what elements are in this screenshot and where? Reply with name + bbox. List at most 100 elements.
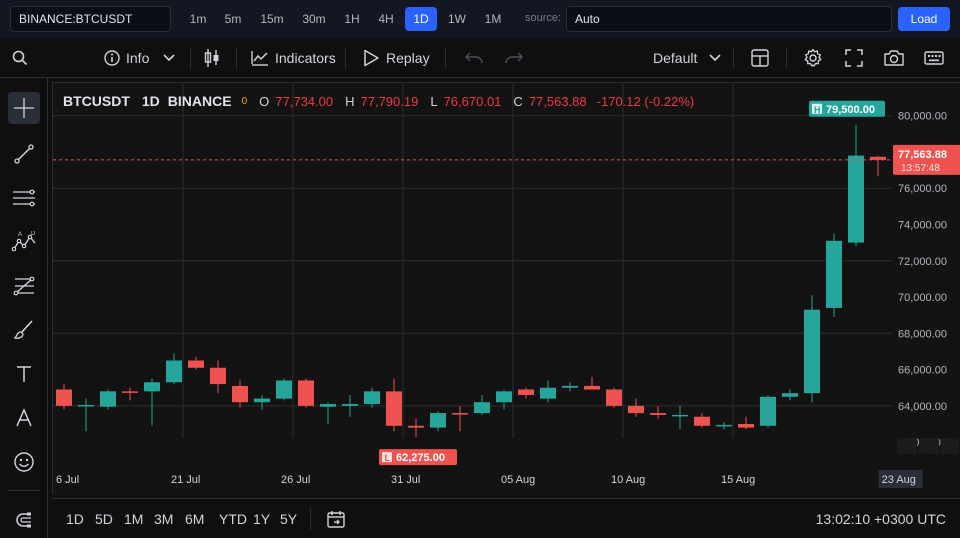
candle-body [804, 309, 820, 394]
layout-selector[interactable]: Default [653, 38, 721, 78]
candle-body [562, 385, 578, 388]
y-tick-label: 68,000.00 [898, 328, 947, 340]
toolbar-divider [786, 47, 787, 69]
low-marker [379, 449, 457, 466]
interval-15m[interactable]: 15m [260, 12, 284, 26]
brush-icon[interactable] [8, 314, 40, 346]
interval-30m[interactable]: 30m [302, 12, 326, 26]
candle-body [210, 367, 226, 385]
candle-body [408, 425, 424, 428]
candle-body [474, 402, 490, 414]
layout-grid-icon[interactable] [751, 38, 769, 78]
text-tool-icon[interactable] [8, 358, 40, 390]
svg-text:D: D [31, 231, 36, 237]
low-marker-tag: L [385, 453, 391, 463]
fullscreen-icon[interactable] [845, 38, 863, 78]
low-marker-value: 62,275.00 [396, 452, 445, 464]
y-tick-label: 72,000.00 [898, 256, 947, 268]
range-5d[interactable]: 5D [95, 511, 113, 527]
range-5y[interactable]: 5Y [280, 511, 298, 527]
x-tick-label: 21 Jul [171, 474, 200, 486]
x-cursor-label-bg [878, 470, 923, 488]
info-button[interactable]: Info [104, 38, 175, 78]
undo-icon[interactable] [464, 38, 484, 78]
fib-retracement-icon[interactable] [8, 270, 40, 302]
candle-body [188, 360, 204, 368]
candle-body [694, 416, 710, 426]
calendar-icon[interactable] [326, 499, 346, 538]
range-1y[interactable]: 1Y [253, 511, 271, 527]
candle-body [320, 404, 336, 407]
magnet-icon[interactable] [8, 504, 40, 536]
high-marker-value: 79,500.00 [826, 104, 875, 116]
countdown-label: 13:57:48 [901, 163, 940, 174]
search-icon[interactable] [12, 38, 28, 78]
chevron-down-icon [709, 54, 721, 62]
candle-body [826, 240, 842, 308]
candle-body [364, 391, 380, 405]
interval-1w[interactable]: 1W [448, 12, 466, 26]
interval-1m[interactable]: 1m [189, 12, 207, 26]
y-tick-label: 70,000.00 [898, 292, 947, 304]
candle-body [540, 387, 556, 399]
open-label: O [259, 93, 270, 109]
replay-label: Replay [386, 50, 430, 66]
info-label: Info [126, 50, 150, 66]
last-price-label: 77,563.88 [898, 149, 947, 161]
camera-icon[interactable] [884, 38, 904, 78]
horizontal-lines-icon[interactable] [8, 182, 40, 214]
keyboard-icon[interactable] [924, 38, 944, 78]
interval-1d[interactable]: 1D [405, 7, 437, 31]
trend-line-icon[interactable] [8, 138, 40, 170]
candlestick-chart[interactable]: 80,000.0078,000.0076,000.0074,000.0072,0… [53, 83, 960, 495]
candle-body [56, 389, 72, 406]
redo-icon[interactable] [504, 38, 524, 78]
y-tick-label: 80,000.00 [898, 111, 947, 123]
candle-body [100, 391, 116, 407]
load-button[interactable]: Load [898, 7, 950, 31]
indicator-count: 0 [241, 95, 248, 107]
interval-1h[interactable]: 1H [344, 12, 360, 26]
close-label: C [513, 93, 523, 109]
bottom-divider [310, 508, 311, 530]
legend-exchange: BINANCE [167, 93, 232, 109]
x-tick-label: 23 Aug [882, 474, 916, 486]
range-ytd[interactable]: YTD [219, 511, 247, 527]
chart-toolbar: Info Indicators Replay Default [0, 38, 960, 78]
candle-body [78, 404, 94, 407]
x-tick-label: 31 Jul [391, 474, 420, 486]
symbol-input[interactable] [10, 6, 171, 32]
y-tick-label: 74,000.00 [898, 220, 947, 232]
indicators-button[interactable]: Indicators [251, 38, 336, 78]
replay-button[interactable]: Replay [362, 38, 430, 78]
interval-1m[interactable]: 1M [484, 12, 502, 26]
layout-label: Default [653, 50, 698, 66]
x-tick-label: 15 Aug [721, 474, 755, 486]
chevron-down-icon [163, 54, 175, 62]
candle-body [254, 398, 270, 403]
y-tick-label: 66,000.00 [898, 365, 947, 377]
interval-5m[interactable]: 5m [224, 12, 242, 26]
source-input[interactable] [566, 6, 892, 32]
last-price-badge [893, 144, 960, 175]
annotation-icon[interactable] [8, 402, 40, 434]
candle-body [650, 413, 666, 415]
x-tick-label: 6 Jul [56, 474, 79, 486]
candlestick-chart-icon[interactable] [203, 38, 221, 78]
gear-icon[interactable] [803, 38, 823, 78]
low-label: L [430, 93, 438, 109]
range-1d[interactable]: 1D [66, 511, 84, 527]
y-tick-label: 76,000.00 [898, 183, 947, 195]
emoji-icon[interactable] [8, 446, 40, 478]
crosshair-icon[interactable] [8, 92, 40, 124]
clock-display: 13:02:10 +0300 UTC [815, 511, 946, 527]
low-marker-tag-bg [382, 452, 392, 463]
chart-pane[interactable]: 80,000.0078,000.0076,000.0074,000.0072,0… [52, 82, 960, 495]
range-3m[interactable]: 3M [154, 511, 174, 527]
range-1m[interactable]: 1M [124, 511, 144, 527]
candle-body [760, 396, 776, 426]
interval-4h[interactable]: 4H [378, 12, 394, 26]
range-6m[interactable]: 6M [185, 511, 205, 527]
